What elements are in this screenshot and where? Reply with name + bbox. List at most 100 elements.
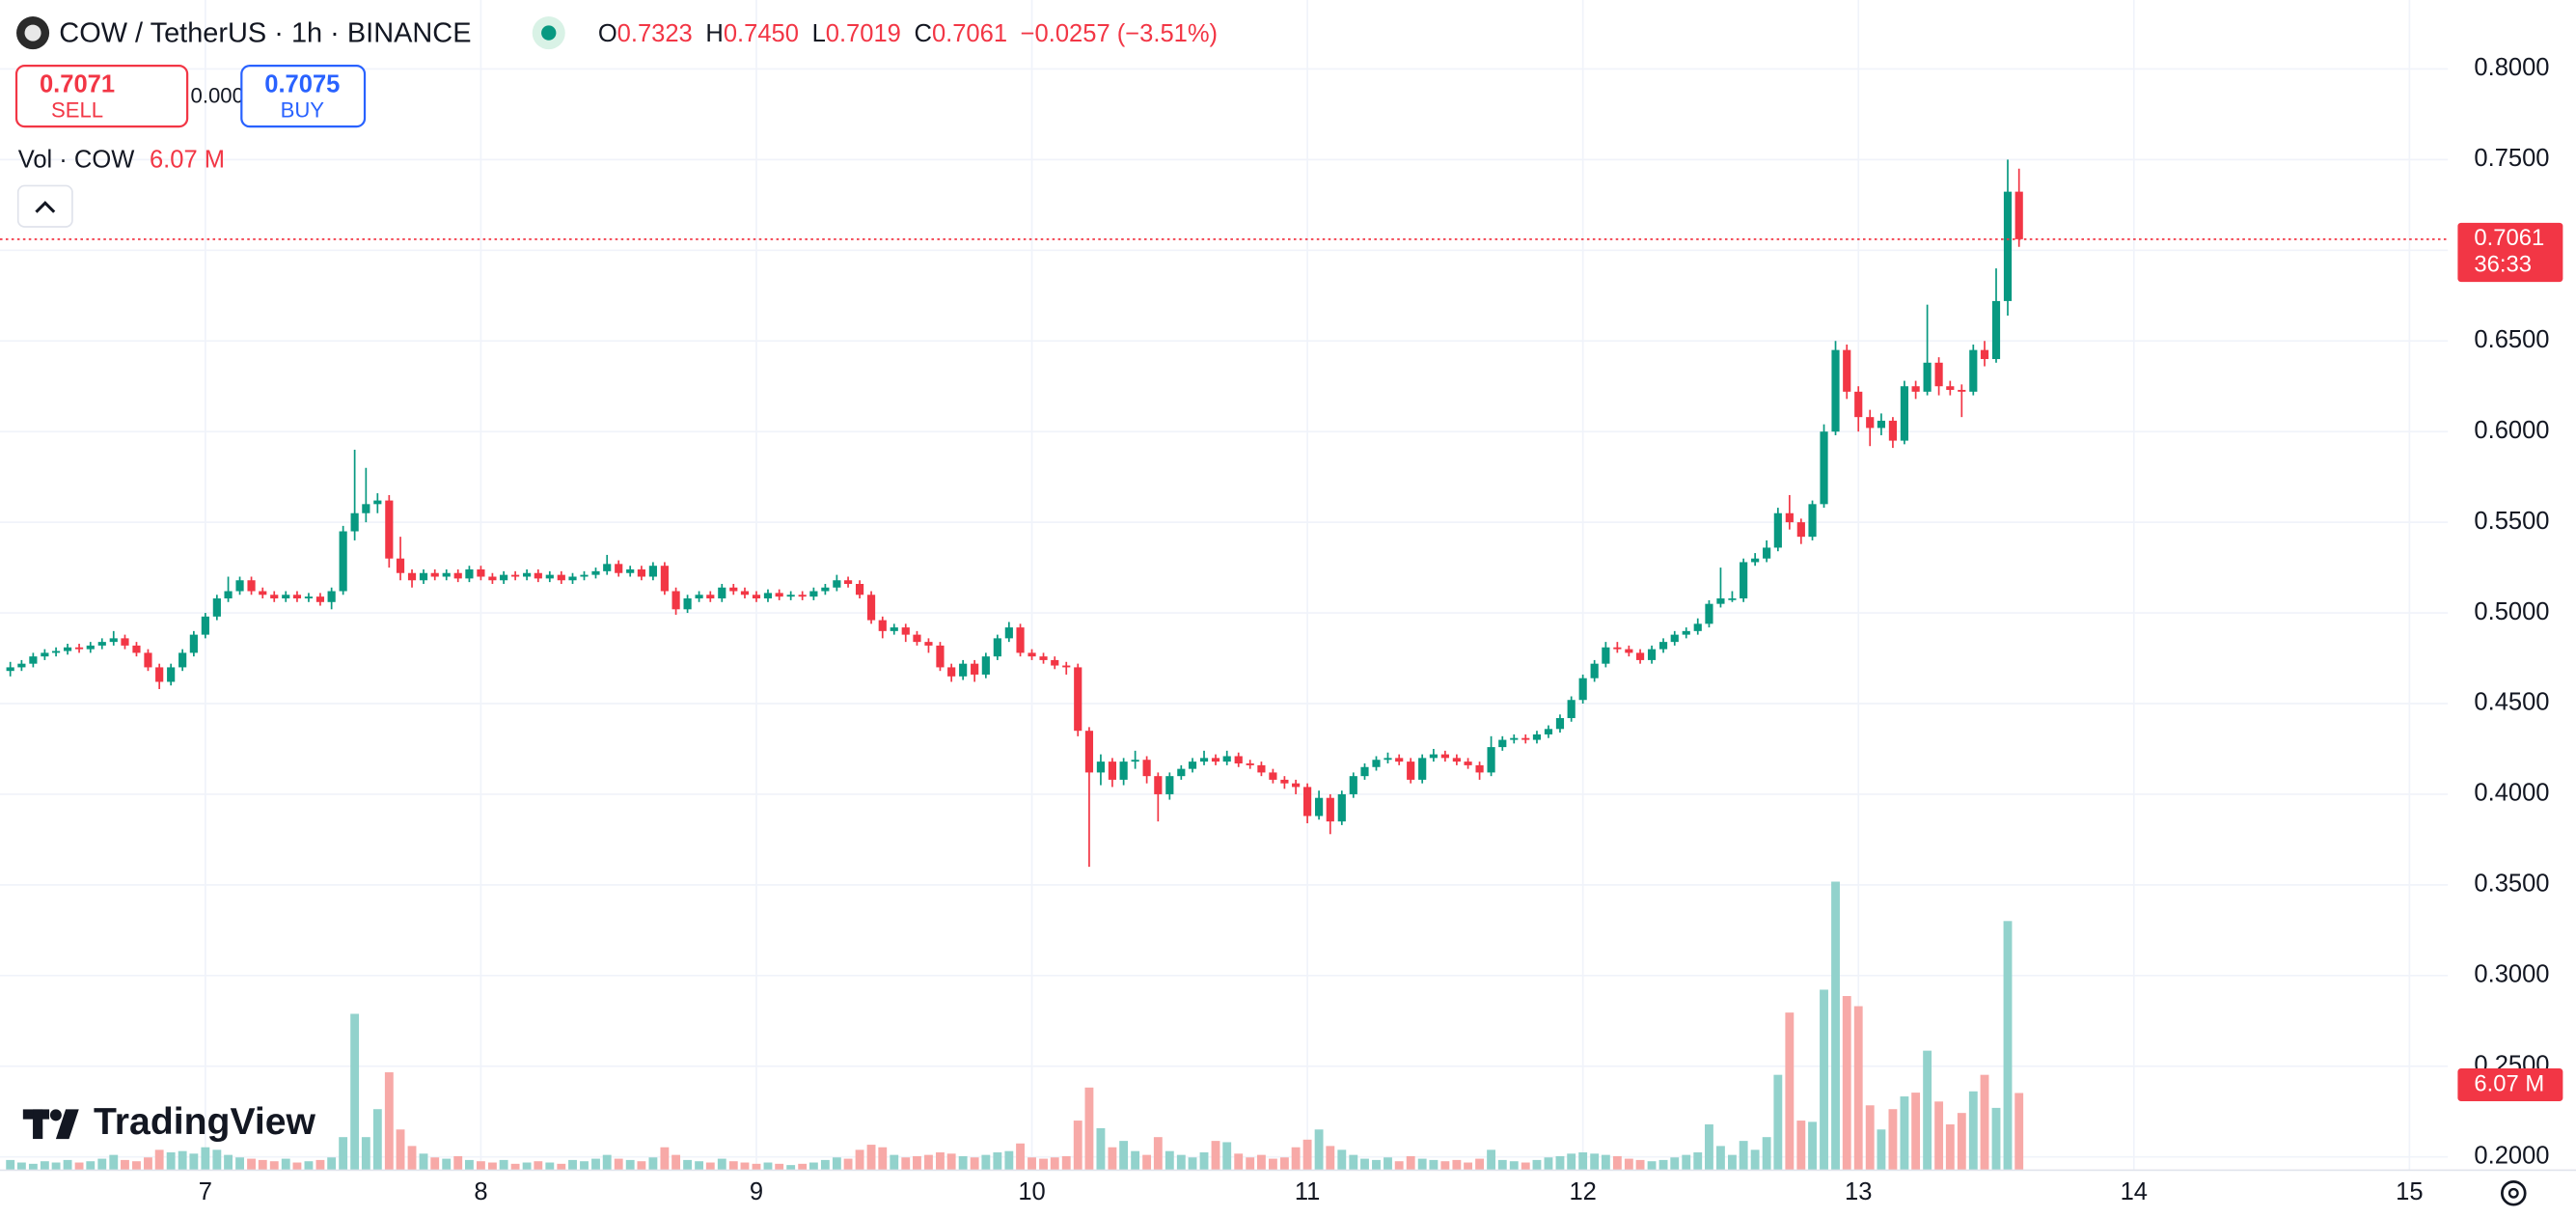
candle-body bbox=[1188, 761, 1197, 769]
candle-body bbox=[786, 595, 795, 597]
volume-bar bbox=[1440, 1161, 1450, 1171]
x-tick-label: 15 bbox=[2396, 1178, 2423, 1205]
ohlc-key: L bbox=[812, 20, 826, 47]
volume-bar bbox=[660, 1147, 670, 1171]
volume-bar bbox=[40, 1161, 49, 1171]
collapse-button[interactable] bbox=[16, 184, 73, 228]
volume-bar bbox=[1555, 1155, 1565, 1171]
volume-bar bbox=[292, 1162, 302, 1171]
candle-body bbox=[1578, 678, 1587, 701]
volume-bar bbox=[510, 1163, 520, 1171]
logo-stem bbox=[33, 1109, 43, 1140]
volume-bar bbox=[1142, 1154, 1152, 1171]
logo-text: TradingView bbox=[94, 1101, 315, 1143]
volume-bar bbox=[625, 1159, 635, 1171]
candle-body bbox=[86, 645, 95, 650]
volume-legend-label: Vol · COW bbox=[18, 147, 135, 174]
candle-body bbox=[1303, 787, 1312, 817]
candle-body bbox=[259, 591, 267, 595]
candle-body bbox=[1165, 776, 1174, 794]
x-tick-label: 9 bbox=[750, 1178, 763, 1205]
volume-bar bbox=[1785, 1012, 1795, 1171]
volume-bar bbox=[1199, 1151, 1209, 1171]
volume-bar bbox=[499, 1159, 508, 1171]
volume-bar bbox=[154, 1149, 164, 1171]
candle-body bbox=[993, 638, 1001, 657]
volume-bar bbox=[878, 1147, 888, 1171]
logo[interactable]: TradingView bbox=[22, 1101, 316, 1143]
volume-bar bbox=[1004, 1150, 1014, 1171]
candle-body bbox=[1199, 758, 1209, 762]
volume-bar bbox=[717, 1158, 726, 1171]
volume-bar bbox=[1176, 1154, 1186, 1171]
volume-bar bbox=[144, 1157, 152, 1171]
volume-bar bbox=[201, 1147, 210, 1171]
candle-body bbox=[189, 634, 198, 653]
volume-bar bbox=[1464, 1162, 1473, 1171]
volume-bar bbox=[843, 1158, 853, 1171]
candle-body bbox=[1923, 362, 1932, 392]
candle-body bbox=[1039, 656, 1048, 660]
candle-body bbox=[1131, 760, 1139, 762]
buy-label: BUY bbox=[281, 98, 325, 123]
volume-bar bbox=[1888, 1109, 1898, 1171]
y-tick-label: 0.5000 bbox=[2474, 598, 2549, 625]
volume-bar bbox=[1521, 1162, 1530, 1171]
symbol-title[interactable]: COW / TetherUS · 1h · BINANCE bbox=[59, 17, 471, 48]
volume-bar bbox=[637, 1161, 646, 1171]
candle-body bbox=[362, 504, 370, 513]
last-volume-badge bbox=[2457, 1067, 2563, 1102]
candle-body bbox=[580, 574, 589, 577]
volume-bar bbox=[1773, 1074, 1783, 1171]
last-price-label: 0.7061 bbox=[2474, 225, 2544, 251]
volume-bar bbox=[820, 1159, 830, 1171]
volume-bar bbox=[16, 1162, 26, 1171]
volume-bar bbox=[1842, 996, 1851, 1171]
volume-bar bbox=[224, 1154, 233, 1171]
volume-bar bbox=[1624, 1158, 1633, 1171]
sell-button[interactable] bbox=[14, 65, 189, 128]
y-tick-label: 0.5500 bbox=[2474, 508, 2549, 535]
candle-body bbox=[1831, 349, 1840, 432]
candle-body bbox=[29, 656, 38, 664]
candle-body bbox=[1016, 627, 1025, 653]
candle-body bbox=[1440, 754, 1449, 759]
candle-body bbox=[488, 576, 497, 581]
volume-bar bbox=[1268, 1158, 1277, 1171]
volume-bar bbox=[1096, 1127, 1106, 1171]
volume-bar bbox=[212, 1149, 222, 1171]
candle-body bbox=[843, 580, 853, 585]
ohlc-legend: O0.7323 H0.7450 L0.7019 C0.7061 −0.0257 (−3.… bbox=[598, 20, 1218, 47]
volume-bar bbox=[2014, 1093, 2024, 1171]
candle-body bbox=[1096, 761, 1106, 773]
volume-bar bbox=[808, 1162, 818, 1171]
volume-bar bbox=[315, 1159, 325, 1171]
y-tick-label: 0.2000 bbox=[2474, 1142, 2549, 1169]
volume-bar bbox=[1349, 1154, 1358, 1171]
candle-body bbox=[591, 570, 600, 575]
volume-bar bbox=[946, 1153, 956, 1171]
volume-bar bbox=[683, 1159, 693, 1171]
candle-body bbox=[1969, 349, 1978, 392]
volume-bar bbox=[557, 1163, 566, 1171]
ohlc-value: 0.7323 bbox=[617, 20, 693, 47]
volume-bar bbox=[1108, 1147, 1117, 1171]
volume-bar bbox=[339, 1137, 348, 1171]
volume-bar bbox=[890, 1154, 899, 1171]
candle-body bbox=[1635, 652, 1645, 660]
ohlc-key: H bbox=[705, 20, 723, 47]
y-tick-label: 0.3500 bbox=[2474, 871, 2549, 898]
volume-bar bbox=[1417, 1158, 1427, 1171]
buy-button[interactable] bbox=[240, 65, 367, 128]
axis-overlay: 0.20000.25000.30000.35000.40000.45000.50… bbox=[199, 54, 2563, 1205]
candle-body bbox=[1820, 431, 1828, 505]
volume-bar bbox=[1326, 1146, 1335, 1171]
candle-body bbox=[41, 652, 49, 657]
volume-bar bbox=[1820, 989, 1828, 1171]
volume-bar bbox=[1705, 1124, 1713, 1171]
settings-icon[interactable] bbox=[2501, 1179, 2527, 1206]
volume-bar bbox=[580, 1161, 589, 1171]
volume-bar bbox=[752, 1163, 761, 1171]
candle-body bbox=[2014, 191, 2023, 239]
volume-bar bbox=[1452, 1159, 1462, 1171]
